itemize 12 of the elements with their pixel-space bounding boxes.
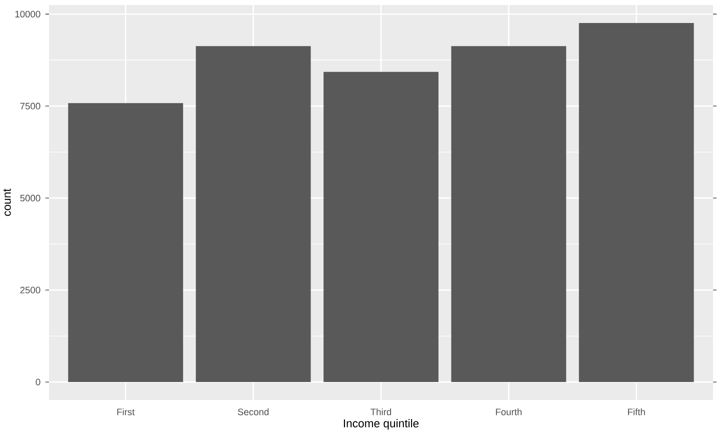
x-tick-label: Fifth [628, 408, 645, 416]
x-tick-label: Fourth [496, 408, 522, 416]
x-tick-label: Third [370, 408, 392, 416]
y-tick-label: 10000 [15, 10, 40, 18]
y-tick-label: 2500 [20, 286, 40, 294]
y-axis-title: count [3, 188, 11, 216]
x-tick-label: First [117, 408, 135, 416]
y-tick-label: 0 [36, 378, 40, 386]
x-tick-label: Second [238, 408, 269, 416]
y-tick-label: 5000 [20, 194, 40, 202]
y-tick-label: 7500 [20, 102, 40, 110]
x-axis-title: Income quintile [344, 419, 419, 430]
